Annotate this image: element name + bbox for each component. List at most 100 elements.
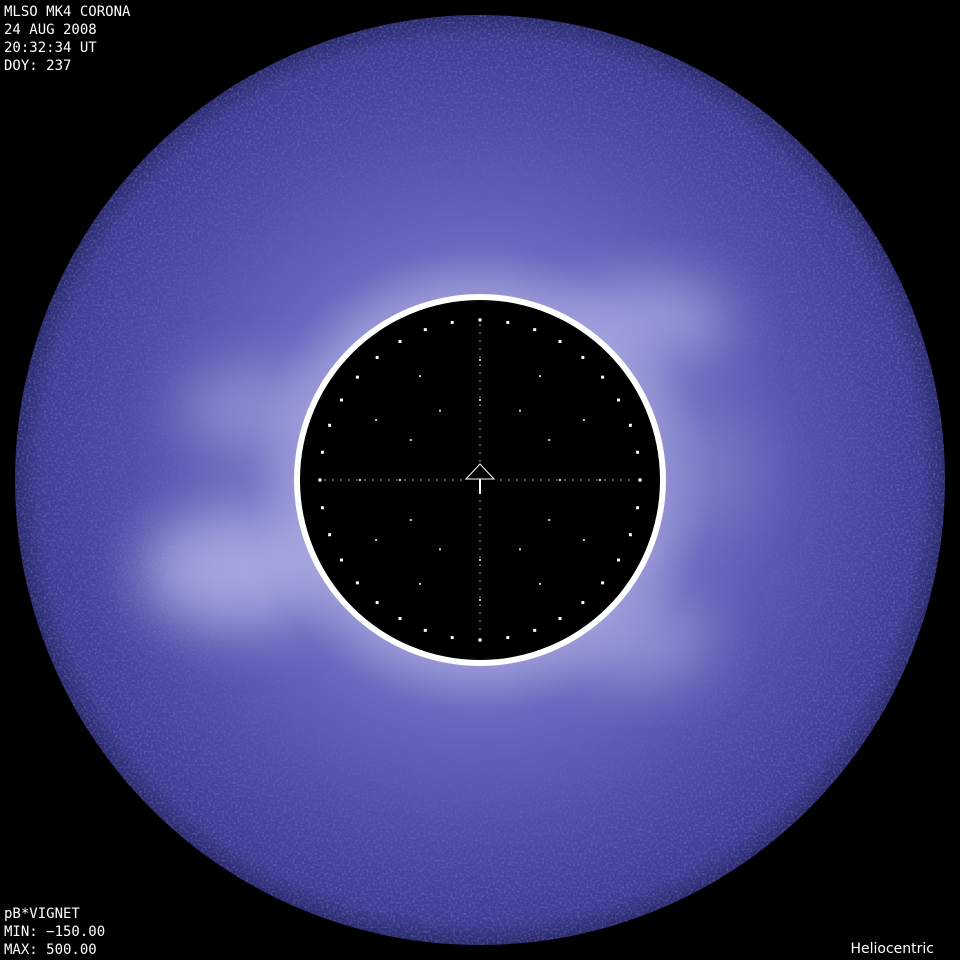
grid-dot [423, 328, 427, 332]
grid-dot [398, 617, 402, 621]
grid-dot [479, 604, 481, 606]
grid-dot [638, 478, 642, 482]
grid-dot [478, 638, 482, 642]
grid-dot [409, 439, 412, 441]
grid-dot [617, 558, 621, 562]
grid-dot [539, 375, 541, 378]
grid-dot [533, 628, 537, 632]
doy-label: DOY: 237 [4, 58, 72, 74]
grid-dot [339, 558, 343, 562]
grid-dot [636, 506, 640, 510]
grid-dot [478, 318, 482, 322]
grid-dot [564, 479, 566, 481]
grid-dot [452, 479, 454, 481]
grid-dot [396, 479, 398, 481]
grid-dot [500, 479, 502, 481]
grid-dot [479, 516, 481, 518]
grid-dot [506, 320, 510, 324]
grid-dot [355, 375, 359, 379]
grid-dot [348, 479, 350, 481]
grid-dot [479, 399, 481, 401]
grid-dot [479, 436, 481, 438]
grid-dot [479, 599, 481, 601]
grid-dot [479, 404, 481, 406]
grid-dot [548, 479, 550, 481]
grid-dot [479, 540, 481, 542]
grid-dot [556, 479, 558, 481]
grid-dot [479, 428, 481, 430]
grid-dot [479, 588, 481, 590]
grid-dot [479, 332, 481, 334]
grid-dot [572, 479, 574, 481]
grid-dot [359, 479, 361, 481]
grid-dot [404, 479, 406, 481]
grid-dot [356, 479, 358, 481]
date-label: 24 AUG 2008 [4, 22, 97, 38]
grid-dot [320, 506, 324, 510]
grid-dot [582, 539, 585, 541]
grid-dot [558, 339, 562, 343]
grid-dot [582, 419, 585, 421]
grid-dot [328, 533, 332, 537]
grid-dot [617, 398, 621, 402]
grid-dot [479, 628, 481, 630]
grid-dot [372, 479, 374, 481]
grid-dot [479, 348, 481, 350]
grid-dot [548, 519, 551, 521]
max-label: MAX: 500.00 [4, 942, 97, 958]
grid-dot [339, 398, 343, 402]
grid-dot [539, 582, 541, 585]
grid-dot [328, 423, 332, 427]
grid-dot [450, 320, 454, 324]
grid-dot [479, 444, 481, 446]
grid-dot [596, 479, 598, 481]
grid-dot [479, 372, 481, 374]
grid-dot [516, 479, 518, 481]
grid-dot [320, 450, 324, 454]
grid-dot [628, 479, 630, 481]
grid-dot [375, 601, 379, 605]
grid-dot [599, 479, 601, 481]
grid-dot [479, 380, 481, 382]
grid-dot [479, 356, 481, 358]
grid-dot [479, 524, 481, 526]
grid-dot [479, 460, 481, 462]
grid-dot [479, 420, 481, 422]
grid-dot [460, 479, 462, 481]
grid-dot [380, 479, 382, 481]
grid-dot [444, 479, 446, 481]
grid-dot [636, 450, 640, 454]
coordinate-system-label: Heliocentric [850, 941, 934, 957]
grid-dot [580, 479, 582, 481]
grid-dot [628, 423, 632, 427]
grid-dot [620, 479, 622, 481]
grid-dot [479, 612, 481, 614]
grid-dot [318, 478, 322, 482]
grid-dot [419, 582, 421, 585]
grid-dot [479, 556, 481, 558]
grid-dot [581, 355, 585, 359]
grid-dot [479, 412, 481, 414]
image-header: MLSO MK4 CORONA 24 AUG 2008 20:32:34 UT DOY… [4, 3, 130, 75]
grid-dot [375, 539, 378, 541]
grid-dot [439, 548, 441, 551]
image-footer: pB*VIGNET MIN: −150.00 MAX: 500.00 [4, 905, 105, 959]
grid-dot [479, 359, 481, 361]
grid-dot [524, 479, 526, 481]
grid-dot [559, 479, 561, 481]
grid-dot [324, 479, 326, 481]
instrument-label: MLSO MK4 CORONA [4, 4, 131, 20]
grid-dot [479, 596, 481, 598]
grid-dot [388, 479, 390, 481]
grid-dot [420, 479, 422, 481]
grid-dot [508, 479, 510, 481]
grid-dot [436, 479, 438, 481]
grid-dot [519, 409, 521, 412]
grid-dot [558, 617, 562, 621]
grid-dot [340, 479, 342, 481]
grid-dot [540, 479, 542, 481]
grid-dot [479, 452, 481, 454]
grid-dot [479, 564, 481, 566]
